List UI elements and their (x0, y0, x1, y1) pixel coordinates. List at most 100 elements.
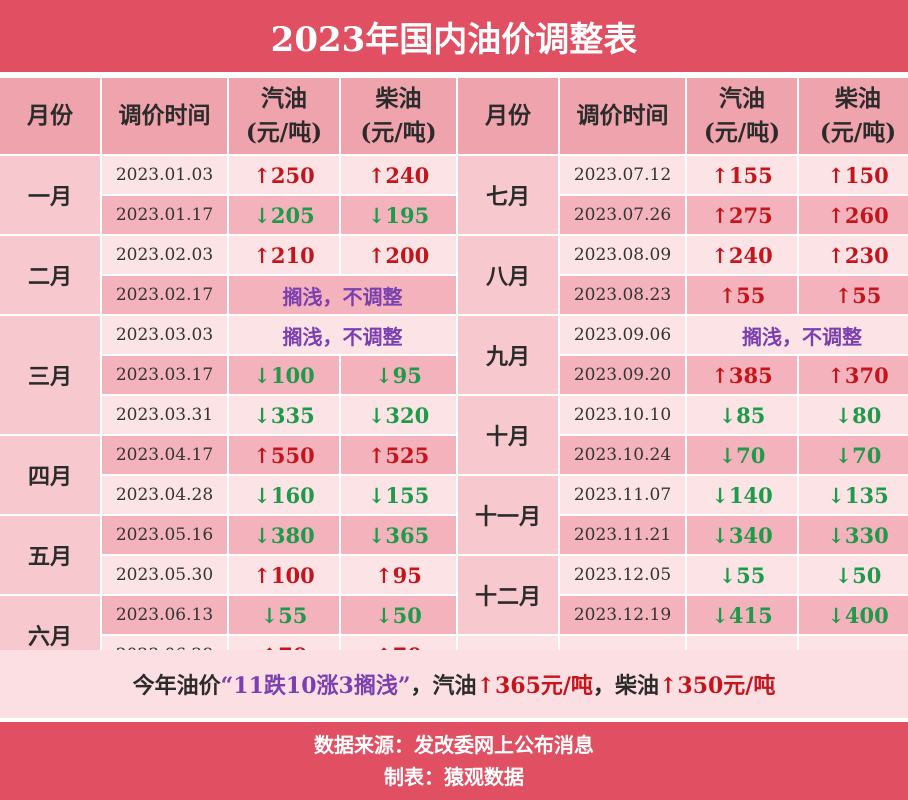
month-cell: 十月 (458, 396, 558, 474)
date-cell: 2023.01.17 (102, 196, 227, 234)
month-cell: 三月 (0, 316, 100, 434)
header-month: 月份 (0, 78, 100, 154)
header-diesel-unit: (元/吨) (360, 119, 437, 146)
diesel-change: ↓80 (799, 396, 908, 434)
diesel-change: ↓95 (341, 356, 456, 394)
diesel-change: ↑525 (341, 436, 456, 474)
gasoline-change: ↓335 (229, 396, 339, 434)
date-cell: 2023.03.31 (102, 396, 227, 434)
summary-diesel-value: ↑350元/吨 (658, 673, 776, 699)
header-date-right: 调价时间 (560, 78, 685, 154)
header-diesel: 柴油 (元/吨) (341, 78, 456, 154)
month-cell: 八月 (458, 236, 558, 314)
diesel-change: ↓135 (799, 476, 908, 514)
date-cell: 2023.09.06 (560, 316, 685, 354)
diesel-change: ↑370 (799, 356, 908, 394)
gasoline-change: ↑385 (687, 356, 797, 394)
date-cell: 2023.12.19 (560, 596, 685, 634)
diesel-change: ↓155 (341, 476, 456, 514)
header-gasoline-label: 汽油 (719, 85, 765, 112)
date-cell: 2023.07.26 (560, 196, 685, 234)
header-diesel-label: 柴油 (375, 85, 422, 112)
summary-line: 今年油价 “11跌10涨3搁浅” ，汽油 ↑365元/吨 ，柴油 ↑350元/吨 (0, 650, 908, 718)
diesel-change: ↑200 (341, 236, 456, 274)
gasoline-change: ↑55 (687, 276, 797, 314)
header-gasoline-unit: (元/吨) (245, 119, 323, 146)
gasoline-change: ↑250 (229, 156, 339, 194)
header-month-right: 月份 (458, 78, 558, 154)
date-cell: 2023.08.09 (560, 236, 685, 274)
gasoline-change: ↑155 (687, 156, 797, 194)
diesel-change: ↑230 (799, 236, 908, 274)
diesel-change: ↑95 (341, 556, 456, 594)
gasoline-change: ↓70 (687, 436, 797, 474)
date-cell: 2023.10.24 (560, 436, 685, 474)
gasoline-change: ↓85 (687, 396, 797, 434)
page-title: 2023年国内油价调整表 (0, 0, 908, 72)
diesel-change: ↓320 (341, 396, 456, 434)
no-change-note: 搁浅，不调整 (229, 276, 456, 314)
month-cell: 十一月 (458, 476, 558, 554)
date-cell: 2023.05.30 (102, 556, 227, 594)
header-diesel-unit: (元/吨) (819, 119, 897, 146)
summary-diesel-label: ，柴油 (592, 673, 659, 699)
gasoline-change: ↑550 (229, 436, 339, 474)
date-cell: 2023.11.21 (560, 516, 685, 554)
summary-prefix: 今年油价 (132, 673, 221, 699)
summary-quote: “11跌10涨3搁浅” (220, 673, 411, 699)
month-cell: 一月 (0, 156, 100, 234)
summary-gas-value: ↑365元/吨 (476, 673, 593, 699)
header-diesel-label: 柴油 (835, 85, 881, 112)
footer: 数据来源：发改委网上公布消息 制表：猿观数据 (0, 722, 908, 800)
gasoline-change: ↓100 (229, 356, 339, 394)
date-cell: 2023.01.03 (102, 156, 227, 194)
date-cell: 2023.11.07 (560, 476, 685, 514)
date-cell: 2023.02.03 (102, 236, 227, 274)
header-gasoline-right: 汽油 (元/吨) (687, 78, 797, 154)
date-cell: 2023.06.13 (102, 596, 227, 634)
date-cell: 2023.03.17 (102, 356, 227, 394)
footer-source: 数据来源：发改委网上公布消息 (314, 733, 594, 757)
gasoline-change: ↓55 (229, 596, 339, 634)
month-cell: 五月 (0, 516, 100, 594)
header-diesel-right: 柴油 (元/吨) (799, 78, 908, 154)
month-cell: 七月 (458, 156, 558, 234)
header-date: 调价时间 (102, 78, 227, 154)
date-cell: 2023.05.16 (102, 516, 227, 554)
date-cell: 2023.12.05 (560, 556, 685, 594)
summary-gas-label: ，汽油 (410, 673, 477, 699)
price-table: 月份 调价时间 汽油 (元/吨) 柴油 (元/吨) 月份 调价时间 汽油 (元/… (0, 78, 908, 674)
month-cell: 四月 (0, 436, 100, 514)
gasoline-change: ↑240 (687, 236, 797, 274)
date-cell: 2023.07.12 (560, 156, 685, 194)
date-cell: 2023.10.10 (560, 396, 685, 434)
gasoline-change: ↓140 (687, 476, 797, 514)
gasoline-change: ↓380 (229, 516, 339, 554)
date-cell: 2023.02.17 (102, 276, 227, 314)
diesel-change: ↓50 (799, 556, 908, 594)
no-change-note: 搁浅，不调整 (229, 316, 456, 354)
footer-maker: 制表：猿观数据 (384, 765, 524, 789)
header-gasoline: 汽油 (元/吨) (229, 78, 339, 154)
diesel-change: ↑150 (799, 156, 908, 194)
month-cell: 二月 (0, 236, 100, 314)
gasoline-change: ↓205 (229, 196, 339, 234)
diesel-change: ↓400 (799, 596, 908, 634)
diesel-change: ↓365 (341, 516, 456, 554)
diesel-change: ↑240 (341, 156, 456, 194)
month-cell: 九月 (458, 316, 558, 394)
date-cell: 2023.03.03 (102, 316, 227, 354)
diesel-change: ↓50 (341, 596, 456, 634)
date-cell: 2023.08.23 (560, 276, 685, 314)
gasoline-change: ↓55 (687, 556, 797, 594)
diesel-change: ↓70 (799, 436, 908, 474)
diesel-change: ↑260 (799, 196, 908, 234)
date-cell: 2023.04.17 (102, 436, 227, 474)
header-gasoline-label: 汽油 (261, 85, 307, 112)
gasoline-change: ↓415 (687, 596, 797, 634)
diesel-change: ↓330 (799, 516, 908, 554)
month-cell: 十二月 (458, 556, 558, 634)
gasoline-change: ↑100 (229, 556, 339, 594)
no-change-note: 搁浅，不调整 (687, 316, 908, 354)
